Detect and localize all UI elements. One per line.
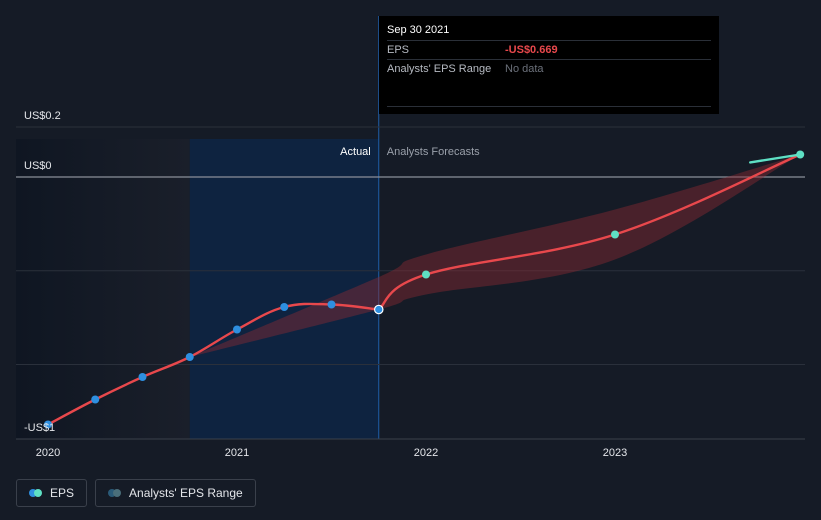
y-tick-label: US$0	[24, 160, 52, 172]
eps-actual-point	[373, 304, 384, 315]
tooltip-eps-value: -US$0.669	[505, 44, 558, 56]
eps-actual-point	[138, 373, 147, 381]
eps-actual-line	[46, 302, 380, 426]
legend-eps-label: EPS	[50, 486, 75, 500]
past-region	[16, 139, 190, 439]
x-tick-label: 2022	[414, 447, 438, 459]
eps-forecast-end-segment	[749, 153, 802, 164]
tooltip-divider	[387, 106, 711, 107]
y-tick-label: -US$1	[24, 422, 55, 434]
actual-label: Actual	[340, 146, 371, 158]
forecast-label: Analysts Forecasts	[387, 146, 480, 158]
highlight-region	[189, 139, 379, 439]
x-tick-label: 2021	[225, 447, 249, 459]
tooltip-range-row: Analysts' EPS Range No data	[387, 59, 711, 78]
eps-actual-point	[280, 303, 289, 311]
eps-actual-point	[91, 395, 100, 404]
legend: EPS Analysts' EPS Range	[16, 479, 256, 507]
eps-actual-point	[44, 420, 52, 429]
tooltip-range-value: No data	[505, 63, 544, 75]
tooltip-eps-label: EPS	[387, 44, 410, 56]
legend-range-toggle[interactable]: Analysts' EPS Range	[95, 479, 256, 507]
legend-eps-toggle[interactable]: EPS	[16, 479, 88, 507]
tooltip: Sep 30 2021 EPS -US$0.669 Analysts' EPS …	[379, 16, 719, 114]
x-tick-label: 2020	[36, 447, 60, 459]
eps-forecast-point	[796, 150, 805, 159]
eps-actual-point	[185, 353, 194, 361]
tooltip-range-label: Analysts' EPS Range	[387, 63, 492, 75]
range-legend-icon	[108, 489, 122, 497]
eps-forecast-point	[422, 270, 430, 279]
tooltip-date: Sep 30 2021	[387, 24, 450, 36]
eps-actual-point	[327, 300, 336, 309]
legend-range-label: Analysts' EPS Range	[129, 486, 243, 500]
eps-range-band	[189, 154, 801, 357]
eps-forecast-point	[611, 230, 619, 239]
eps-forecast-line	[377, 153, 802, 311]
eps-legend-icon	[29, 489, 42, 497]
eps-actual-point	[233, 325, 241, 334]
tooltip-eps-row: EPS -US$0.669	[387, 40, 711, 59]
x-tick-label: 2023	[603, 447, 627, 459]
y-tick-label: US$0.2	[24, 110, 61, 122]
